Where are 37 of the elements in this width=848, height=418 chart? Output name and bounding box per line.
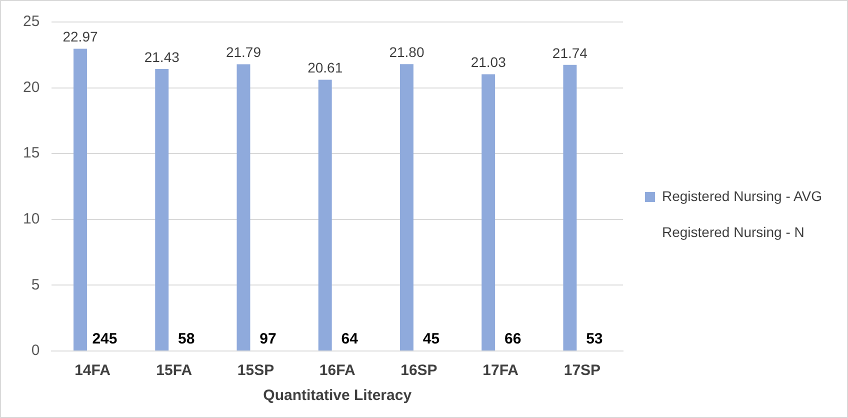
bar bbox=[236, 64, 250, 350]
x-tick-label: 17SP bbox=[564, 362, 601, 380]
y-tick-label: 0 bbox=[31, 342, 40, 360]
data-label: 22.97 bbox=[62, 28, 98, 45]
data-label: 21.79 bbox=[226, 44, 262, 60]
y-tick-label: 15 bbox=[22, 144, 40, 162]
bar bbox=[563, 64, 577, 350]
text: 45 bbox=[422, 330, 440, 348]
bar bbox=[318, 80, 332, 350]
text: 58 bbox=[178, 330, 195, 348]
bar bbox=[400, 64, 414, 350]
x-tick-label: 17FA bbox=[482, 362, 519, 380]
data-label: 21.80 bbox=[389, 44, 424, 60]
bar bbox=[482, 74, 496, 350]
text: 245 bbox=[92, 330, 118, 348]
x-tick-label: 14FA bbox=[74, 362, 111, 380]
text: 97 bbox=[260, 330, 276, 348]
y-tick-label: 20 bbox=[22, 78, 40, 96]
x-axis-title: Quantitative Literacy bbox=[263, 387, 412, 404]
text: 66 bbox=[504, 330, 522, 348]
bar bbox=[155, 68, 169, 350]
x-tick-label: 15FA bbox=[156, 362, 192, 380]
text: Registered Nursing - N bbox=[662, 224, 804, 240]
data-label: 20.61 bbox=[308, 60, 343, 76]
data-label: 21.74 bbox=[552, 44, 588, 61]
text: 64 bbox=[341, 330, 358, 348]
data-label: 21.03 bbox=[470, 54, 506, 70]
y-tick-label: 25 bbox=[22, 13, 40, 30]
bar bbox=[74, 48, 87, 350]
y-tick-label: 5 bbox=[31, 276, 40, 294]
x-tick-label: 16FA bbox=[319, 362, 356, 380]
x-tick-label: 15SP bbox=[237, 362, 274, 380]
text: 53 bbox=[586, 330, 603, 348]
legend-label: Registered Nursing - AVG bbox=[662, 188, 822, 204]
x-tick-label: 16SP bbox=[400, 362, 438, 380]
data-label: 21.43 bbox=[144, 48, 180, 65]
y-tick-label: 10 bbox=[22, 210, 40, 228]
